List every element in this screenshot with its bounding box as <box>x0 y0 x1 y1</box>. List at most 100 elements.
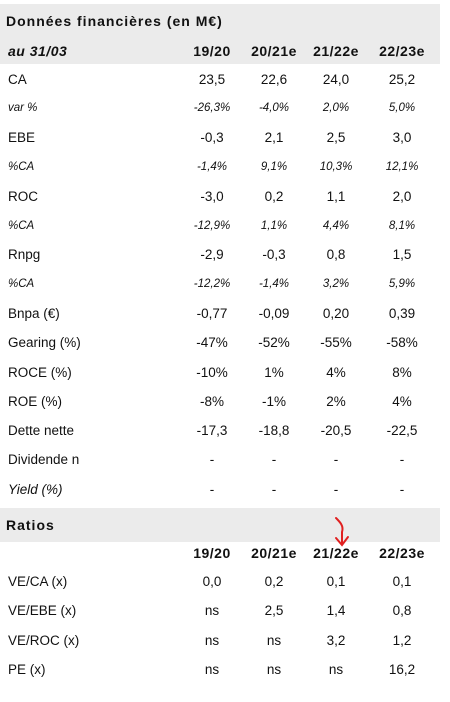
ratios-header-row: 19/20 20/21e 21/22e 22/23e <box>0 540 450 566</box>
ratios-header-col-3: 21/22e <box>313 545 359 561</box>
row-value: -55% <box>320 335 352 351</box>
table-row: CA 23,5 22,6 24,0 25,2 <box>0 66 450 92</box>
row-value: 22,6 <box>260 71 288 87</box>
row-label: ROC <box>8 188 38 204</box>
row-value: -26,3% <box>193 102 231 115</box>
row-value: 2,5 <box>264 603 284 618</box>
row-value: 1,1% <box>260 219 288 232</box>
row-label: %CA <box>8 160 35 173</box>
row-value: -12,9% <box>193 219 231 232</box>
table-row: Yield (%) - - - - <box>0 476 450 502</box>
row-value: 3,0 <box>392 130 412 146</box>
header-col-2: 20/21e <box>251 43 297 59</box>
table-row: Dette nette -17,3 -18,8 -20,5 -22,5 <box>0 418 450 444</box>
ratios-title: Ratios <box>0 508 440 542</box>
row-value: 0,1 <box>326 573 346 589</box>
table-row: Dividende n - - - - <box>0 447 450 473</box>
row-value: - <box>333 481 339 497</box>
row-value: - <box>333 452 339 468</box>
row-value: -20,5 <box>320 423 352 439</box>
row-value: 25,2 <box>388 71 416 87</box>
row-value: 0,8 <box>392 603 412 618</box>
table-row: %CA -12,2% -1,4% 3,2% 5,9% <box>0 271 450 297</box>
row-value: -1% <box>261 393 286 409</box>
red-arrow-annotation-icon <box>335 517 349 547</box>
financial-header-shade <box>0 38 440 64</box>
row-label: VE/CA (x) <box>8 573 68 589</box>
row-value: 24,0 <box>322 71 350 87</box>
financial-title: Données financières (en M€) <box>0 4 440 38</box>
row-label: Yield (%) <box>8 481 63 497</box>
table-row: VE/CA (x) 0,0 0,2 0,1 0,1 <box>0 568 450 594</box>
row-value: 3,2% <box>322 278 350 291</box>
table-row: Bnpa (€) -0,77 -0,09 0,20 0,39 <box>0 300 450 326</box>
row-label: ROE (%) <box>8 393 62 409</box>
row-value: ns <box>266 632 282 648</box>
row-value: 5,0% <box>388 102 416 115</box>
row-value: 2,0% <box>322 102 350 115</box>
row-value: -3,0 <box>200 188 224 204</box>
row-value: 12,1% <box>385 160 419 173</box>
row-value: ns <box>204 662 220 677</box>
ratios-header-col-4: 22/23e <box>379 545 425 561</box>
table-row: ROCE (%) -10% 1% 4% 8% <box>0 359 450 385</box>
row-value: 2,5 <box>326 130 346 146</box>
row-label: VE/EBE (x) <box>8 603 77 618</box>
table-row: var % -26,3% -4,0% 2,0% 5,0% <box>0 95 450 121</box>
table-row: VE/ROC (x) ns ns 3,2 1,2 <box>0 627 450 653</box>
table-row: ROC -3,0 0,2 1,1 2,0 <box>0 183 450 209</box>
row-label: Dividende n <box>8 452 80 468</box>
row-value: -58% <box>386 335 418 351</box>
row-value: -0,3 <box>262 247 286 263</box>
row-value: 3,2 <box>326 632 346 648</box>
row-label: Rnpg <box>8 247 41 263</box>
header-col-3: 21/22e <box>313 43 359 59</box>
row-value: ns <box>204 632 220 648</box>
row-value: -1,4% <box>196 160 228 173</box>
row-value: 1% <box>264 364 284 380</box>
row-label: %CA <box>8 278 35 291</box>
row-value: 4% <box>392 393 412 409</box>
row-label: Gearing (%) <box>8 335 81 351</box>
row-value: -10% <box>196 364 228 380</box>
row-value: -18,8 <box>258 423 290 439</box>
row-value: -0,09 <box>258 305 290 321</box>
ratios-header-col-2: 20/21e <box>251 545 297 561</box>
row-value: - <box>209 481 215 497</box>
table-row: EBE -0,3 2,1 2,5 3,0 <box>0 125 450 151</box>
row-value: - <box>399 452 405 468</box>
table-row: Gearing (%) -47% -52% -55% -58% <box>0 330 450 356</box>
row-value: -4,0% <box>258 102 290 115</box>
row-label: PE (x) <box>8 662 46 677</box>
row-value: 0,8 <box>326 247 346 263</box>
row-value: 1,5 <box>392 247 412 263</box>
row-value: -0,77 <box>196 305 228 321</box>
row-value: 9,1% <box>260 160 288 173</box>
ratios-header-col-1: 19/20 <box>193 545 231 561</box>
table-row: Rnpg -2,9 -0,3 0,8 1,5 <box>0 242 450 268</box>
row-value: 1,1 <box>326 188 346 204</box>
row-value: 4% <box>326 364 346 380</box>
row-value: 8% <box>392 364 412 380</box>
row-value: ns <box>328 662 344 677</box>
table-row: %CA -1,4% 9,1% 10,3% 12,1% <box>0 154 450 180</box>
row-value: - <box>271 452 277 468</box>
row-value: 0,39 <box>388 305 416 321</box>
row-value: -17,3 <box>196 423 228 439</box>
row-label: EBE <box>8 130 36 146</box>
row-value: 0,0 <box>202 573 222 589</box>
row-value: -0,3 <box>200 130 224 146</box>
financial-header-row: au 31/03 19/20 20/21e 21/22e 22/23e <box>0 38 450 64</box>
row-value: 1,2 <box>392 632 412 648</box>
row-value: 2,0 <box>392 188 412 204</box>
row-value: ns <box>266 662 282 677</box>
row-label: %CA <box>8 219 35 232</box>
row-value: 2,1 <box>264 130 284 146</box>
row-label: ROCE (%) <box>8 364 72 380</box>
row-value: 0,1 <box>392 573 412 589</box>
row-value: -22,5 <box>386 423 418 439</box>
row-value: -8% <box>199 393 224 409</box>
row-value: 8,1% <box>388 219 416 232</box>
header-col-4: 22/23e <box>379 43 425 59</box>
row-value: -52% <box>258 335 290 351</box>
